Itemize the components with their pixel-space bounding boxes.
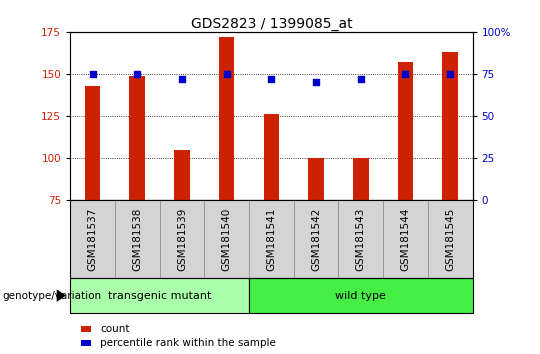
- Text: GSM181541: GSM181541: [266, 207, 276, 271]
- Text: count: count: [100, 324, 130, 334]
- Bar: [353, 158, 369, 200]
- Text: percentile rank within the sample: percentile rank within the sample: [100, 338, 276, 348]
- Text: GSM181545: GSM181545: [445, 207, 455, 271]
- Text: wild type: wild type: [335, 291, 386, 301]
- Point: [446, 71, 455, 77]
- Text: genotype/variation: genotype/variation: [3, 291, 102, 301]
- Point: [88, 71, 97, 77]
- Bar: [308, 158, 324, 200]
- Text: GSM181544: GSM181544: [401, 207, 410, 271]
- Text: GSM181540: GSM181540: [221, 207, 232, 270]
- Point: [133, 71, 141, 77]
- Bar: [219, 37, 234, 200]
- Bar: [85, 86, 100, 200]
- Text: GSM181543: GSM181543: [356, 207, 366, 271]
- Text: GSM181542: GSM181542: [311, 207, 321, 271]
- Point: [178, 76, 186, 82]
- Bar: [130, 76, 145, 200]
- Bar: [442, 52, 458, 200]
- Point: [267, 76, 275, 82]
- Text: transgenic mutant: transgenic mutant: [108, 291, 211, 301]
- Bar: [174, 149, 190, 200]
- Point: [401, 71, 410, 77]
- Title: GDS2823 / 1399085_at: GDS2823 / 1399085_at: [191, 17, 352, 31]
- Text: GSM181538: GSM181538: [132, 207, 142, 271]
- Point: [312, 80, 320, 85]
- Bar: [397, 62, 413, 200]
- Text: GSM181539: GSM181539: [177, 207, 187, 271]
- Text: GSM181537: GSM181537: [87, 207, 98, 271]
- Point: [356, 76, 365, 82]
- Point: [222, 71, 231, 77]
- Bar: [264, 114, 279, 200]
